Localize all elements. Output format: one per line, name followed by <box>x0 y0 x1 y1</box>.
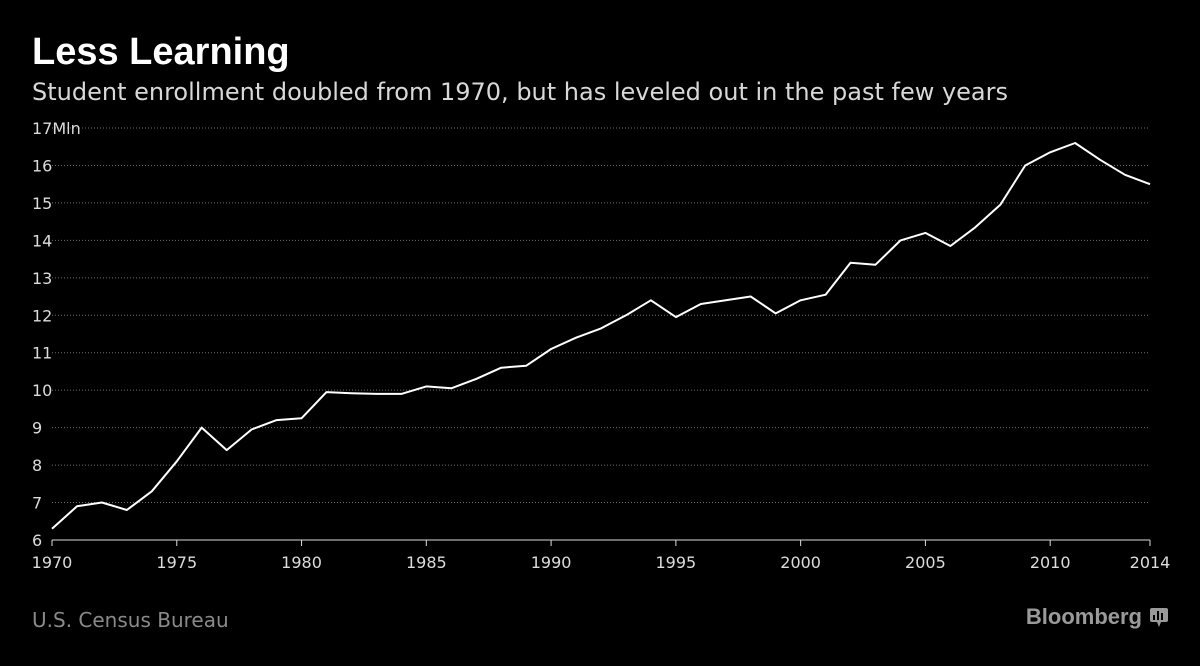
x-tick-label: 1985 <box>406 553 447 572</box>
source-note: U.S. Census Bureau <box>32 608 229 632</box>
grid-lines <box>52 127 1150 504</box>
x-tick-label: 2005 <box>905 553 946 572</box>
y-tick-label: 13 <box>32 269 52 288</box>
x-tick-label: 2010 <box>1030 553 1071 572</box>
y-tick-label: 14 <box>32 231 52 250</box>
y-axis-ticks: 6 7 8 9 10 11 12 13 14 15 16 17Mln <box>32 119 81 550</box>
brand-name: Bloomberg <box>1025 604 1142 629</box>
x-tick-label: 2000 <box>780 553 821 572</box>
x-tick-label: 1975 <box>156 553 197 572</box>
x-tick-label: 1995 <box>656 553 697 572</box>
y-tick-label: 15 <box>32 194 52 213</box>
y-tick-label: 7 <box>32 494 42 513</box>
y-tick-label: 8 <box>32 456 42 475</box>
y-tick-label: 9 <box>32 419 42 438</box>
brand-logo: Bloomberg <box>1026 604 1168 630</box>
y-tick-label: 11 <box>32 344 52 363</box>
chart-title: Less Learning <box>32 31 290 73</box>
y-tick-label: 17Mln <box>32 119 81 138</box>
x-tick-label: 1970 <box>32 553 73 572</box>
chart-subtitle: Student enrollment doubled from 1970, bu… <box>32 78 1009 106</box>
y-tick-label: 10 <box>32 381 52 400</box>
bloomberg-chart-icon <box>1150 608 1168 627</box>
x-tick-label: 1990 <box>531 553 572 572</box>
x-tick-label: 2014 <box>1130 553 1171 572</box>
y-tick-label: 12 <box>32 306 52 325</box>
line-chart: 6 7 8 9 10 11 12 13 14 15 16 17Mln 1970 1975 1980 1985… <box>32 119 1171 572</box>
x-tick-label: 1980 <box>281 553 322 572</box>
y-tick-label: 16 <box>32 156 52 175</box>
x-axis-ticks: 1970 1975 1980 1985 1990 1995 2000 2005 2010 2014 <box>32 540 1171 572</box>
series-line-enrollment <box>51 142 1151 530</box>
y-tick-label: 6 <box>32 531 42 550</box>
